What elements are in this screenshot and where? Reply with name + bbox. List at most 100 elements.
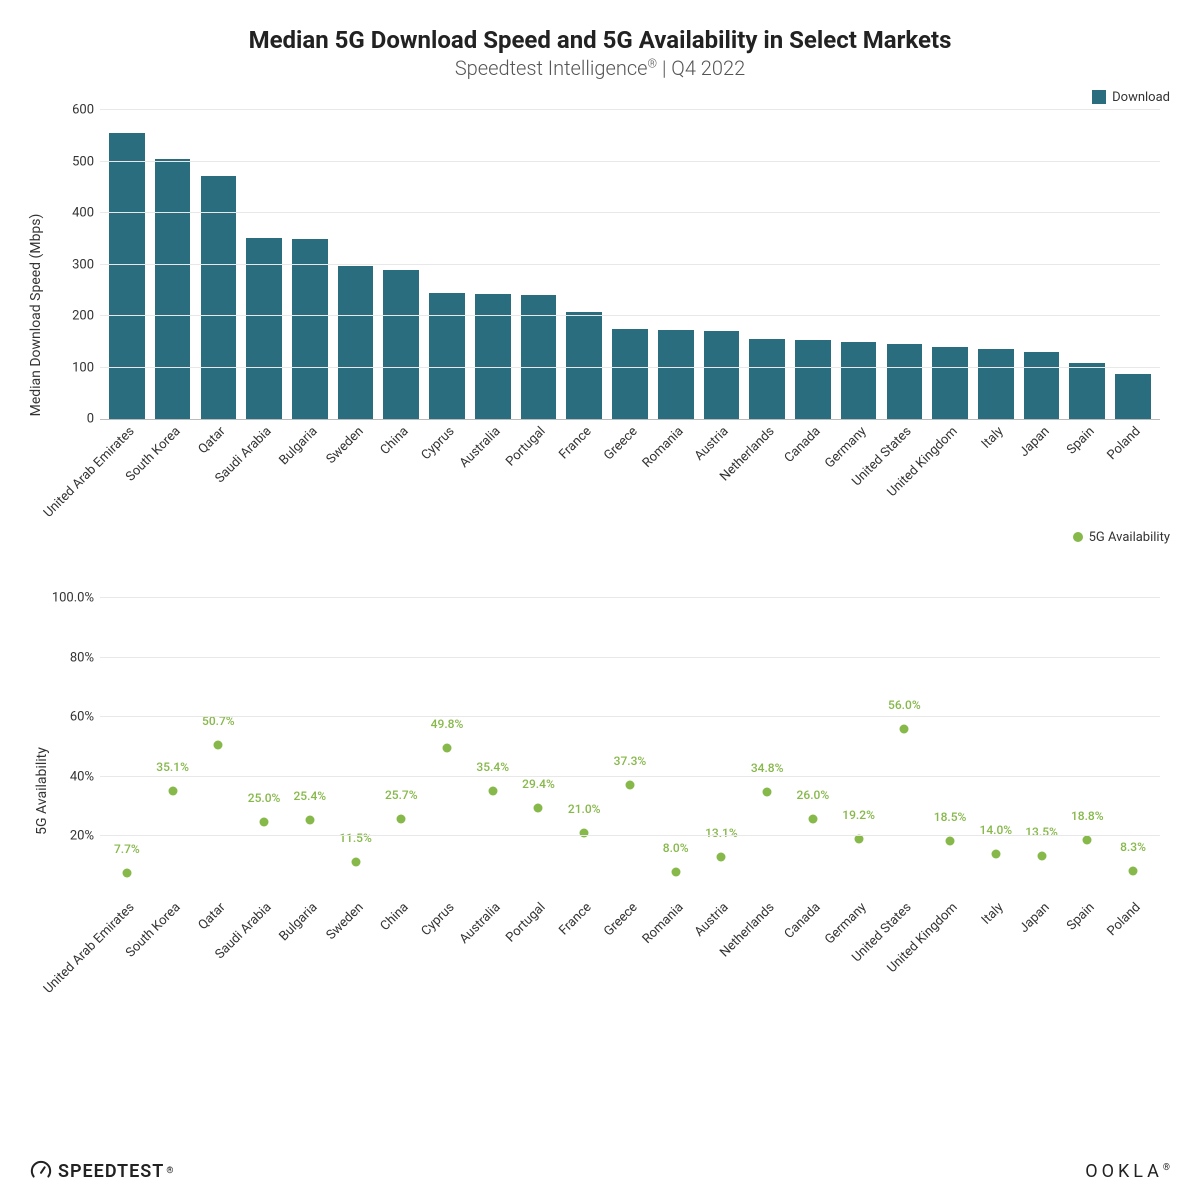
scatter-xlabels: United Arab EmiratesSouth KoreaQatarSaud… [100,896,1160,1006]
gridline [100,212,1160,213]
scatter-chart: 5G Availability 7.7%35.1%50.7%25.0%25.4%… [30,576,1170,1006]
gridline [100,367,1160,368]
legend-swatch-download [1092,90,1106,104]
subtitle-period: | Q4 2022 [657,56,745,80]
bar-slot [561,110,607,419]
dot-slot: 14.0% [973,598,1019,896]
data-point-label: 25.7% [385,789,418,803]
xlabel-slot: Romania [653,420,699,520]
ookla-logo: OOKLA® [1085,1161,1170,1182]
xlabel-slot: Spain [1064,896,1110,1006]
xlabel-slot: Greece [607,420,653,520]
xlabel: Austria [692,424,732,464]
gauge-icon [30,1160,52,1182]
data-point-label: 25.4% [293,790,326,804]
data-point-label: 26.0% [797,788,830,802]
xlabel: China [378,424,412,458]
data-point [763,788,772,797]
xlabel-slot: Saudi Arabia [241,896,287,1006]
data-point [991,850,1000,859]
legend-label-download: Download [1112,90,1170,105]
subtitle-brand: Speedtest Intelligence [455,56,648,80]
xlabel: Poland [1105,424,1144,463]
data-point [351,857,360,866]
dot-slot: 34.8% [744,598,790,896]
data-point [580,829,589,838]
xlabel: France [557,424,595,462]
bar-slot [744,110,790,419]
xlabel-slot: South Korea [150,896,196,1006]
xlabel-slot: Romania [653,896,699,1006]
chart-title: Median 5G Download Speed and 5G Availabi… [30,26,1170,54]
footer: SPEEDTEST ® OOKLA® [30,1160,1170,1182]
data-point-label: 8.3% [1120,840,1146,854]
ookla-text: OOKLA [1085,1161,1163,1182]
data-point [260,817,269,826]
data-point-label: 35.4% [476,760,509,774]
data-point-label: 13.1% [705,826,738,840]
bar-slot [195,110,241,419]
data-point-label: 11.5% [339,831,372,845]
bar [612,329,648,419]
dot-slot: 11.5% [333,598,379,896]
ytick-label: 0 [87,412,94,427]
title-block: Median 5G Download Speed and 5G Availabi… [30,26,1170,80]
data-point-label: 37.3% [614,754,647,768]
bar [749,339,785,419]
data-point [625,780,634,789]
data-point-label: 18.5% [934,810,967,824]
bar-slot [1019,110,1065,419]
data-point-label: 34.8% [751,761,784,775]
scatter-legend: 5G Availability [30,528,1170,546]
bar-slot [333,110,379,419]
data-point [214,740,223,749]
data-point-label: 25.0% [248,791,281,805]
data-point-label: 21.0% [568,803,601,817]
bar [704,331,740,419]
ookla-tm: ® [1163,1163,1170,1173]
bar [246,238,282,419]
bar-slot [104,110,150,419]
xlabel-slot: China [378,420,424,520]
ytick-label: 40% [70,769,94,784]
xlabel: Greece [601,900,640,939]
xlabel: Italy [979,900,1007,928]
xlabel-slot: Cyprus [424,420,470,520]
data-point [443,743,452,752]
xlabel-slot: United Kingdom [927,420,973,520]
xlabel: Greece [601,424,640,463]
xlabel-slot: Italy [973,896,1019,1006]
xlabel-slot: Italy [973,420,1019,520]
bar-slot [653,110,699,419]
bar [1115,374,1151,419]
bar-slot [973,110,1019,419]
data-point [534,804,543,813]
xlabel: Japan [1016,424,1052,460]
bar [1069,363,1105,419]
bar [521,295,557,419]
bars-group [100,110,1160,419]
dot-slot: 25.0% [241,598,287,896]
ytick-label: 400 [72,206,94,221]
bar-slot [378,110,424,419]
bar [292,239,328,419]
data-point [397,815,406,824]
bar [658,330,694,419]
xlabel: Qatar [196,900,229,933]
data-point [946,836,955,845]
bar [841,342,877,419]
data-point [488,786,497,795]
dot-slot: 35.4% [470,598,516,896]
bar-plot-area: 0100200300400500600 [100,110,1160,420]
dot-slot: 25.7% [378,598,424,896]
data-point-label: 18.8% [1071,809,1104,823]
xlabel-slot: Australia [470,896,516,1006]
dot-slot: 19.2% [836,598,882,896]
bar-legend: Download [30,88,1170,106]
dot-slot: 25.4% [287,598,333,896]
data-point [1037,851,1046,860]
bar-xlabels: United Arab EmiratesSouth KoreaQatarSaud… [100,420,1160,520]
legend-label-availability: 5G Availability [1089,530,1170,545]
dot-slot: 50.7% [195,598,241,896]
dot-slot: 56.0% [881,598,927,896]
